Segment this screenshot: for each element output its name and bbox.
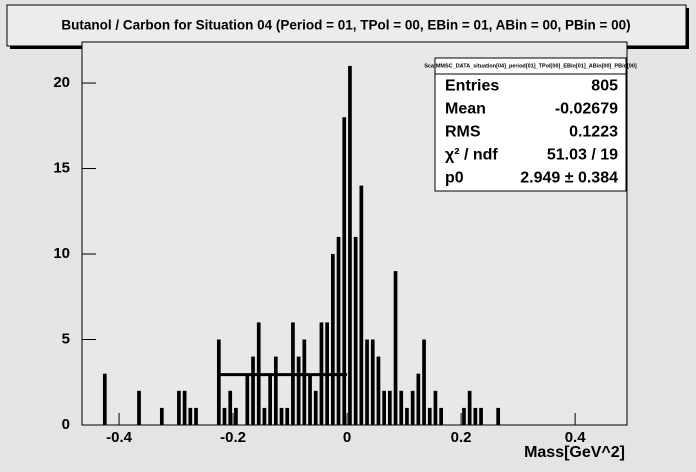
bar <box>296 356 301 425</box>
x-tick-label: 0.4 <box>565 429 587 446</box>
x-tick-label: 0.2 <box>451 429 472 446</box>
bar <box>416 373 421 425</box>
bar <box>496 407 501 425</box>
y-tick-label: 5 <box>62 330 70 347</box>
bar <box>422 339 426 425</box>
bar <box>462 407 466 425</box>
chart-title: Butanol / Carbon for Situation 04 (Perio… <box>61 18 630 33</box>
bar <box>405 407 409 425</box>
bar <box>216 339 221 425</box>
bar <box>234 407 238 425</box>
bar <box>285 407 290 425</box>
stats-label: χ² / ndf <box>445 147 498 164</box>
stats-label: RMS <box>445 124 481 141</box>
bar <box>387 390 392 425</box>
bar <box>479 407 483 425</box>
bar <box>313 390 318 425</box>
x-axis-label: Mass[GeV^2] <box>524 444 625 461</box>
bar <box>370 339 375 425</box>
bar <box>353 236 358 425</box>
bar <box>268 373 272 425</box>
bar <box>308 373 312 425</box>
y-tick-label: 10 <box>53 245 70 262</box>
bar <box>427 407 432 425</box>
bar <box>365 339 369 425</box>
bar <box>467 390 472 425</box>
bar <box>302 339 307 425</box>
bar <box>433 390 438 425</box>
bar <box>182 390 187 425</box>
bar <box>228 390 233 425</box>
bar <box>399 390 404 425</box>
y-tick-label: 15 <box>53 159 70 176</box>
stats-label: Entries <box>445 78 499 95</box>
bar <box>194 407 198 425</box>
bar <box>177 390 181 425</box>
stats-label: p0 <box>445 170 464 187</box>
bar <box>382 390 386 425</box>
x-tick-label: -0.4 <box>106 429 133 446</box>
bar <box>222 407 227 425</box>
stats-label: Mean <box>445 101 486 118</box>
bar <box>410 390 415 425</box>
stats-value: 0.1223 <box>569 124 618 141</box>
bar <box>188 407 193 425</box>
stats-value: -0.02679 <box>555 101 618 118</box>
bar <box>262 407 267 425</box>
bar <box>336 236 341 425</box>
bar <box>159 407 164 425</box>
bar <box>439 407 444 425</box>
bar <box>102 373 107 425</box>
stats-value: 805 <box>591 78 618 95</box>
y-tick-label: 0 <box>62 416 70 433</box>
bar <box>348 65 352 425</box>
bar <box>393 271 398 425</box>
stats-title: ScatMMSC_DATA_situation[04]_period[01]_T… <box>424 63 637 69</box>
x-tick-label: 0 <box>343 429 351 446</box>
bar <box>273 356 278 425</box>
stats-value: 51.03 / 19 <box>547 147 618 164</box>
bar <box>359 185 364 425</box>
bar <box>251 356 255 425</box>
bar <box>342 117 347 425</box>
stats-value: 2.949 ± 0.384 <box>520 170 618 187</box>
y-tick-label: 20 <box>53 74 70 91</box>
bar <box>376 356 381 425</box>
bar <box>330 254 335 425</box>
bar <box>279 407 284 425</box>
bar <box>245 373 250 425</box>
x-tick-label: -0.2 <box>220 429 246 446</box>
stats-box <box>434 57 627 192</box>
bar <box>137 390 141 425</box>
bar <box>473 407 478 425</box>
